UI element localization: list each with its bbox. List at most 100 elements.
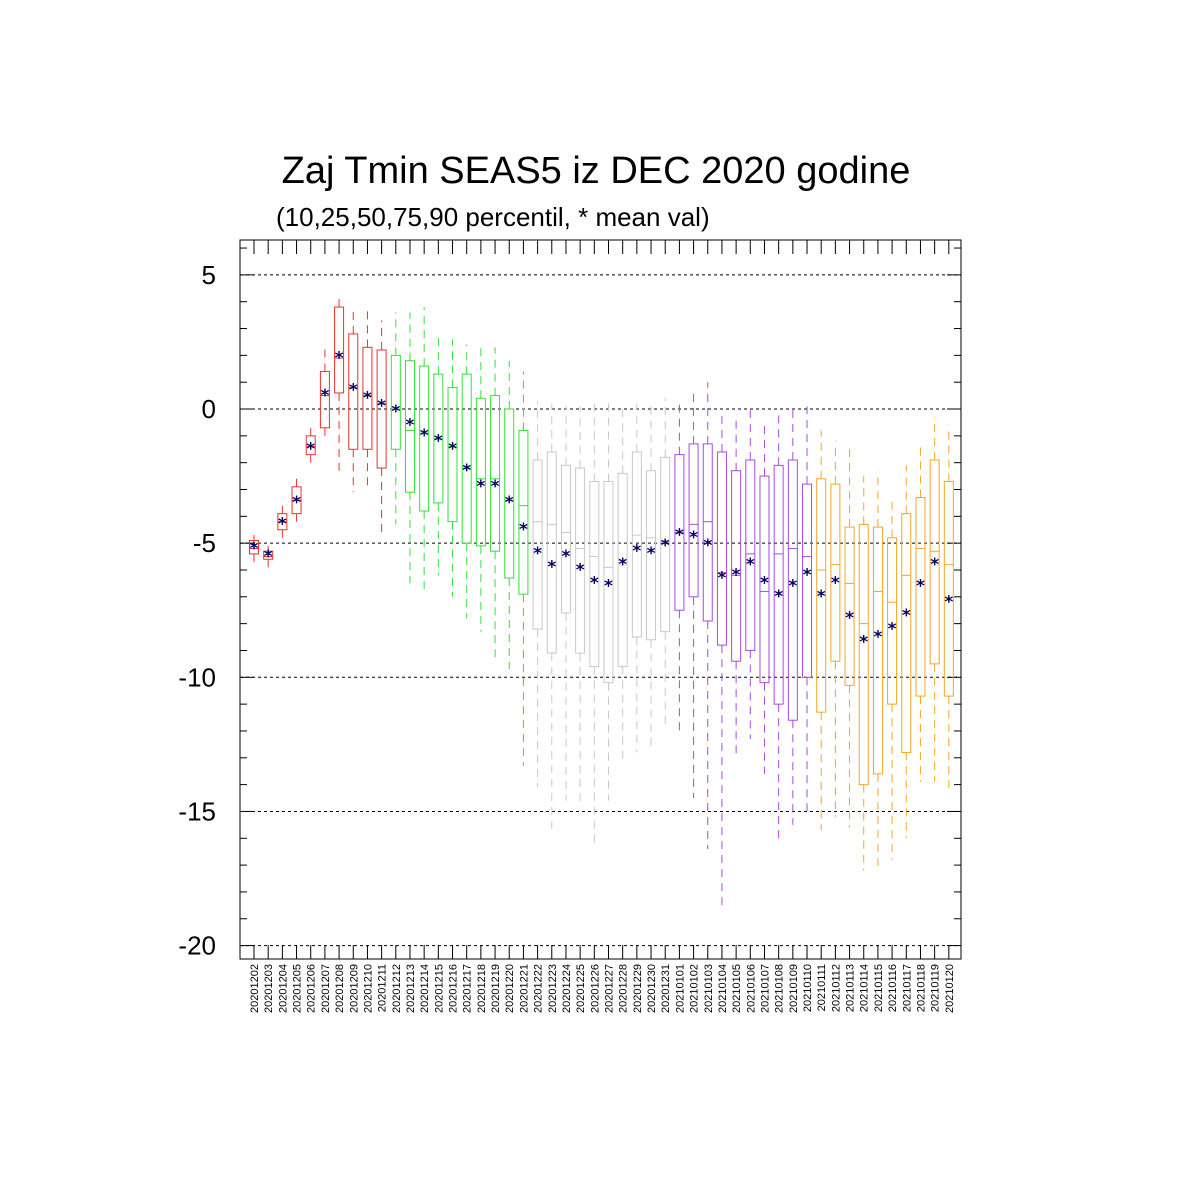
x-tick-label: 20201216 bbox=[448, 964, 460, 1013]
box-20201205 bbox=[291, 476, 302, 522]
box-20210114 bbox=[858, 476, 869, 871]
x-tick-label: 20201204 bbox=[277, 964, 289, 1013]
x-tick-label: 20210118 bbox=[915, 964, 927, 1012]
box-20201212 bbox=[390, 312, 401, 525]
box-iqr bbox=[319, 370, 330, 429]
x-tick-label: 20201222 bbox=[533, 964, 545, 1013]
plot-frame bbox=[239, 239, 962, 960]
box-iqr bbox=[362, 346, 373, 450]
box-20201230 bbox=[646, 400, 657, 750]
box-20210102 bbox=[688, 392, 699, 799]
box-iqr bbox=[887, 537, 898, 705]
box-iqr bbox=[816, 478, 827, 713]
mean-marker: * bbox=[349, 381, 358, 401]
x-tick-label: 20201220 bbox=[504, 964, 516, 1013]
box-20201228 bbox=[617, 409, 628, 761]
box-iqr bbox=[575, 467, 586, 654]
box-iqr bbox=[844, 526, 855, 686]
x-tick-label: 20201230 bbox=[646, 964, 658, 1013]
x-tick-label: 20210108 bbox=[774, 964, 786, 1013]
mean-marker: * bbox=[519, 520, 528, 540]
mean-marker: * bbox=[632, 542, 641, 562]
mean-marker: * bbox=[462, 461, 471, 481]
box-20210120 bbox=[943, 425, 954, 793]
box-20201217 bbox=[461, 344, 472, 619]
mean-marker: * bbox=[845, 609, 854, 629]
box-iqr bbox=[802, 483, 813, 678]
box-20210112 bbox=[830, 441, 841, 817]
mean-marker: * bbox=[306, 440, 315, 460]
box-iqr bbox=[589, 480, 600, 668]
box-iqr bbox=[943, 480, 954, 697]
x-tick-label: 20210102 bbox=[689, 964, 701, 1013]
y-tick-label: -10 bbox=[178, 662, 216, 692]
box-20210107 bbox=[759, 422, 770, 774]
box-iqr bbox=[504, 408, 515, 579]
x-tick-label: 20201229 bbox=[632, 964, 644, 1013]
mean-marker: * bbox=[817, 587, 826, 607]
box-20201227 bbox=[603, 400, 614, 801]
box-20201231 bbox=[660, 398, 671, 729]
box-iqr bbox=[518, 429, 529, 595]
y-tick-label: -20 bbox=[178, 931, 216, 961]
box-20210109 bbox=[787, 409, 798, 825]
box-iqr bbox=[901, 513, 912, 753]
x-tick-label: 20201214 bbox=[419, 964, 431, 1013]
x-tick-label: 20201224 bbox=[561, 964, 573, 1013]
grid-lines bbox=[240, 274, 961, 947]
box-20210117 bbox=[901, 465, 912, 839]
x-tick-label: 20201211 bbox=[377, 964, 389, 1012]
x-tick-label: 20210114 bbox=[859, 964, 871, 1012]
mean-marker: * bbox=[406, 415, 415, 435]
box-iqr bbox=[646, 470, 657, 641]
x-tick-label: 20201206 bbox=[306, 964, 318, 1013]
chart-title: Zaj Tmin SEAS5 iz DEC 2020 godine bbox=[281, 150, 911, 192]
mean-marker: * bbox=[363, 389, 372, 409]
x-tick-label: 20201221 bbox=[518, 964, 530, 1013]
mean-marker: * bbox=[250, 539, 259, 559]
mean-marker: * bbox=[732, 566, 741, 586]
x-tick-label: 20210109 bbox=[788, 964, 800, 1013]
mean-marker: * bbox=[746, 555, 755, 575]
mean-marker: * bbox=[547, 558, 556, 578]
box-iqr bbox=[334, 306, 345, 394]
mean-marker: * bbox=[689, 528, 698, 548]
mean-marker: * bbox=[377, 397, 386, 417]
mean-markers: * ******* * * *** * *** ******** *** * ** * ** ******… bbox=[250, 348, 954, 652]
x-tick-label: 20210103 bbox=[703, 964, 715, 1013]
box-iqr bbox=[872, 526, 883, 775]
mean-marker: * bbox=[873, 627, 882, 647]
box-20201213 bbox=[404, 312, 415, 584]
box-iqr bbox=[404, 360, 415, 493]
box-iqr bbox=[461, 373, 472, 544]
box-20201214 bbox=[419, 307, 430, 595]
box-20210113 bbox=[844, 446, 855, 828]
mean-marker: * bbox=[264, 547, 273, 567]
box-iqr bbox=[617, 472, 628, 668]
mean-marker: * bbox=[278, 515, 287, 535]
box-20210115 bbox=[872, 470, 883, 871]
box-iqr bbox=[419, 365, 430, 512]
mean-marker: * bbox=[590, 574, 599, 594]
mean-marker: * bbox=[448, 440, 457, 460]
box-iqr bbox=[249, 539, 259, 555]
x-tick-label: 20201227 bbox=[604, 964, 616, 1013]
mean-marker: * bbox=[944, 593, 953, 613]
mean-marker: * bbox=[703, 536, 712, 556]
mean-marker: * bbox=[335, 348, 344, 368]
x-tick-label: 20210117 bbox=[901, 964, 913, 1012]
x-tick-label: 20210116 bbox=[887, 964, 899, 1012]
x-tick-label: 20210120 bbox=[944, 964, 956, 1013]
box-20201206 bbox=[305, 425, 316, 469]
y-axis: 5 0 -5 -10 -15 -20 bbox=[178, 247, 961, 961]
mean-marker: * bbox=[902, 606, 911, 626]
box-iqr bbox=[447, 387, 458, 523]
y-tick-label: -5 bbox=[193, 528, 216, 558]
box-20201223 bbox=[546, 403, 557, 831]
boxes bbox=[249, 293, 954, 911]
mean-marker: * bbox=[675, 525, 684, 545]
box-iqr bbox=[773, 464, 784, 705]
box-20201211 bbox=[376, 320, 387, 538]
x-tick-label: 20201208 bbox=[334, 964, 346, 1013]
